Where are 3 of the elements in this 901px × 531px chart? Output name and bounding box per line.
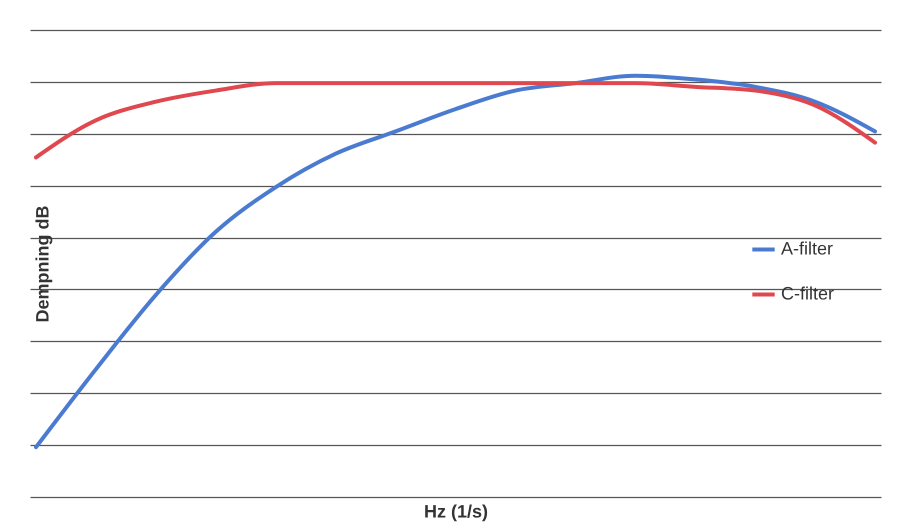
x-axis-title: Hz (1/s) — [424, 502, 488, 522]
y-axis-title: Dempning dB — [32, 206, 52, 322]
legend-label: A-filter — [781, 238, 834, 258]
